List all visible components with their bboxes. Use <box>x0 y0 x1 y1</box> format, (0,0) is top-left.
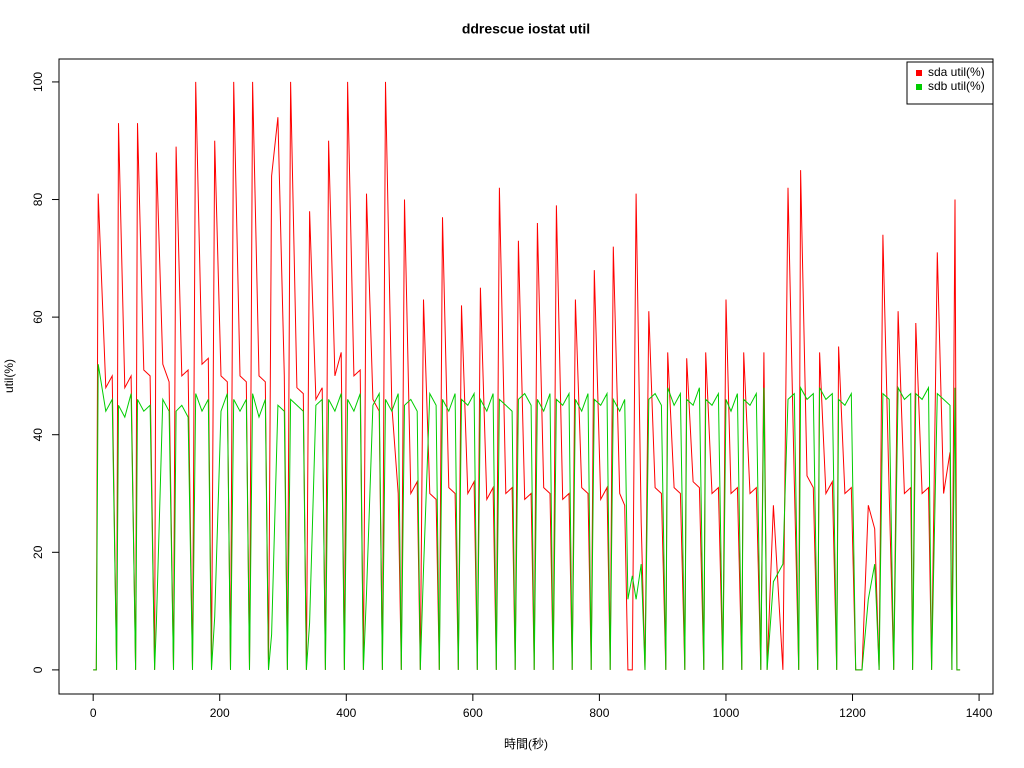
x-tick-label: 1200 <box>839 706 866 720</box>
legend-box <box>906 61 994 105</box>
legend-swatch <box>916 70 922 76</box>
x-tick-label: 1400 <box>966 706 993 720</box>
x-tick-label: 0 <box>90 706 97 720</box>
y-tick-label: 0 <box>31 666 45 673</box>
y-tick-label: 80 <box>31 193 45 207</box>
series-line <box>93 364 961 671</box>
legend-swatch <box>916 84 922 90</box>
y-tick-label: 40 <box>31 428 45 442</box>
x-tick-label: 1000 <box>713 706 740 720</box>
y-tick-label: 100 <box>31 72 45 92</box>
x-axis-label: 時間(秒) <box>504 737 548 751</box>
x-tick-label: 800 <box>589 706 609 720</box>
legend-label: sda util(%) <box>928 65 985 79</box>
y-tick-label: 60 <box>31 310 45 324</box>
y-tick-label: 20 <box>31 545 45 559</box>
x-tick-label: 600 <box>463 706 483 720</box>
legend-label: sdb util(%) <box>928 79 985 93</box>
series-line <box>93 81 961 671</box>
x-tick-label: 200 <box>210 706 230 720</box>
chart-title: ddrescue iostat util <box>462 21 590 37</box>
x-tick-label: 400 <box>336 706 356 720</box>
plot-frame <box>58 58 994 695</box>
y-axis-label: util(%) <box>2 359 16 393</box>
